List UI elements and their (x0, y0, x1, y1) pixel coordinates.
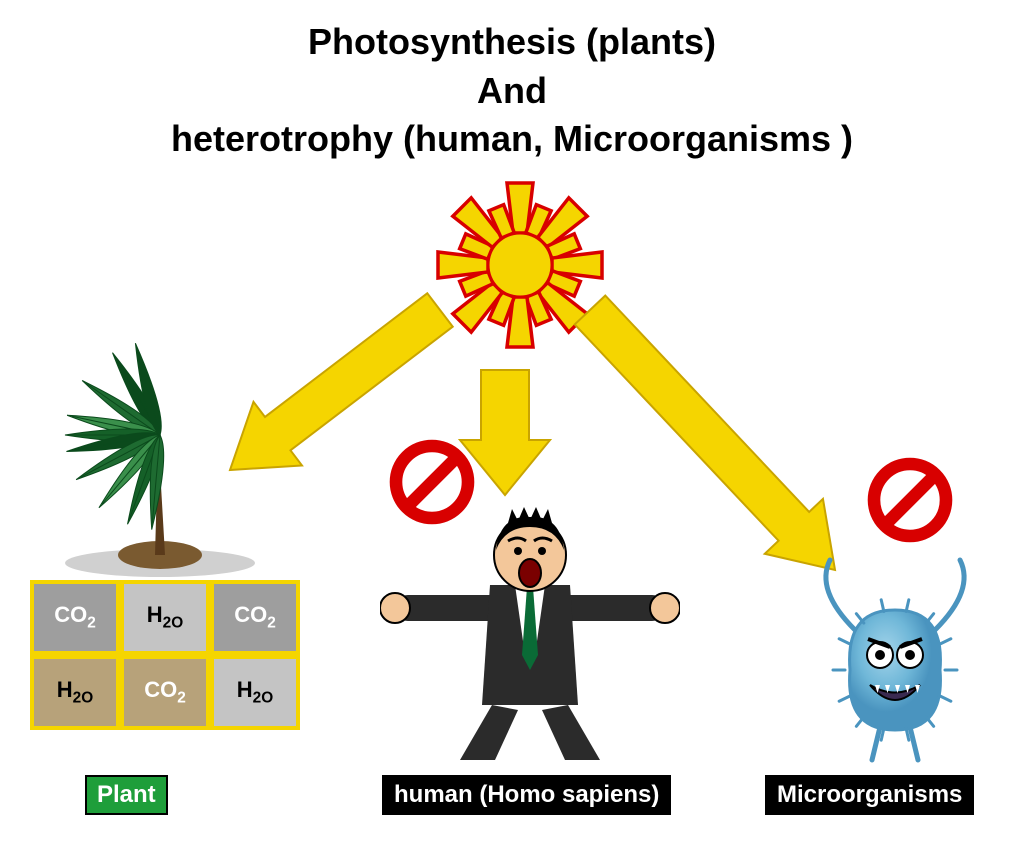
title-line-2: And (0, 67, 1024, 116)
puzzle-piece: H2O (30, 655, 120, 730)
title-line-3: heterotrophy (human, Microorganisms ) (0, 115, 1024, 164)
title-line-1: Photosynthesis (plants) (0, 18, 1024, 67)
puzzle-grid: CO2H2OCO2H2OCO2H2O (30, 580, 300, 730)
puzzle-piece: CO2 (120, 655, 210, 730)
diagram-title: Photosynthesis (plants) And heterotrophy… (0, 0, 1024, 164)
microorganism-icon (810, 555, 980, 770)
puzzle-piece: CO2 (210, 580, 300, 655)
human-icon (380, 505, 680, 770)
puzzle-piece: H2O (210, 655, 300, 730)
puzzle-piece: H2O (120, 580, 210, 655)
sun-icon (430, 175, 610, 360)
label-human: human (Homo sapiens) (382, 775, 671, 815)
label-plant: Plant (85, 775, 168, 815)
plant-icon (35, 315, 285, 580)
label-microorganisms: Microorganisms (765, 775, 974, 815)
puzzle-piece: CO2 (30, 580, 120, 655)
